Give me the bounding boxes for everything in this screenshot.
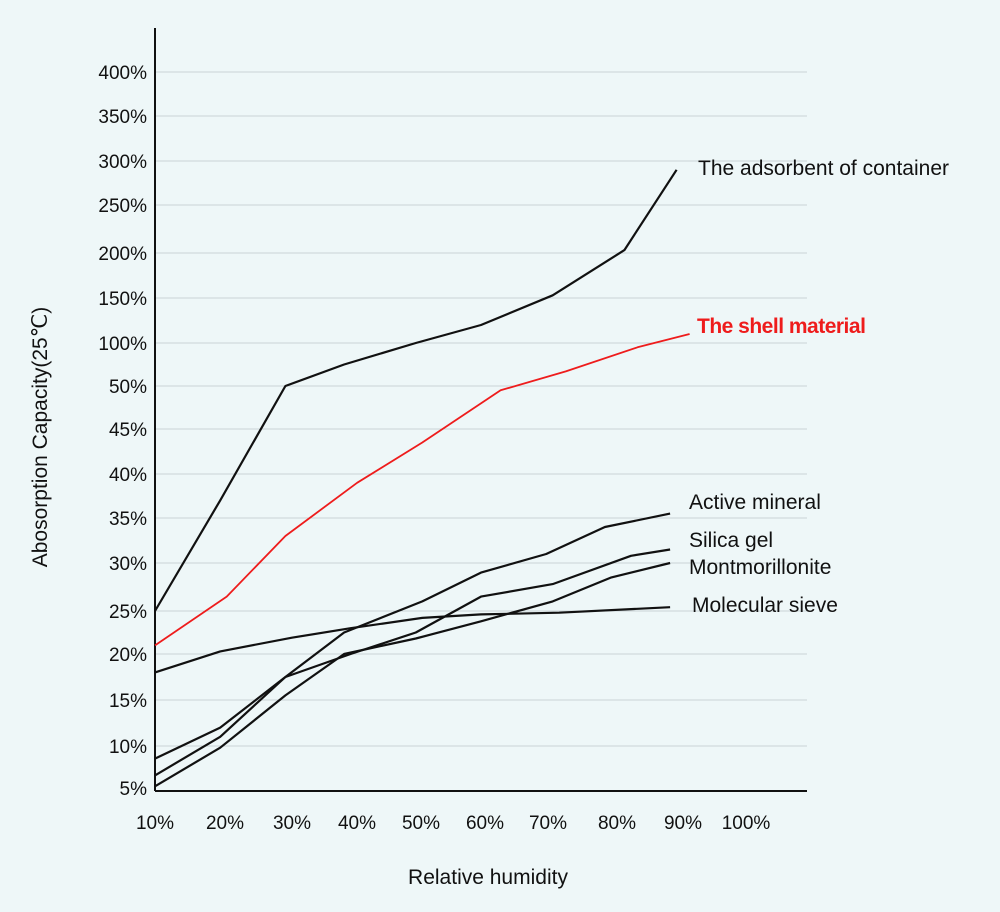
y-tick-label: 40% (109, 465, 147, 486)
x-tick-label: 90% (664, 813, 702, 834)
series-label: Silica gel (689, 529, 773, 552)
x-axis-title: Relative humidity (408, 866, 568, 889)
series-line (154, 333, 690, 647)
y-tick-label: 200% (98, 244, 147, 265)
series-label: The adsorbent of container (698, 157, 949, 180)
series-lines (154, 169, 690, 788)
y-tick-label: 25% (109, 602, 147, 623)
y-tick-label: 50% (109, 377, 147, 398)
x-tick-label: 60% (466, 813, 504, 834)
y-tick-label: 150% (98, 289, 147, 310)
y-tick-label: 300% (98, 152, 147, 173)
series-label: Molecular sieve (692, 594, 838, 617)
x-tick-label: 40% (338, 813, 376, 834)
y-tick-label: 15% (109, 691, 147, 712)
y-axis-title: Abosorption Capacity(25℃) (29, 307, 52, 568)
y-tick-label: 30% (109, 554, 147, 575)
series-line (154, 548, 671, 777)
y-tick-label: 350% (98, 107, 147, 128)
x-tick-label: 50% (402, 813, 440, 834)
y-tick-labels: 5% 10% 15% 20% 25% 30% 35% 40% 45% 50% 100% 150% 200… (98, 63, 147, 800)
x-tick-labels: 10% 20% 30% 40% 50% 60% 70% 80% 90% 100% (136, 813, 770, 834)
y-tick-label: 250% (98, 196, 147, 217)
x-tick-label: 70% (529, 813, 567, 834)
series-line (154, 606, 671, 674)
series-label: The shell material (697, 315, 865, 338)
y-tick-label: 400% (98, 63, 147, 84)
series-line (154, 169, 678, 612)
series-label: Active mineral (689, 491, 821, 514)
y-tick-label: 10% (109, 737, 147, 758)
series-label: Montmorillonite (689, 556, 831, 579)
y-tick-label: 45% (109, 420, 147, 441)
y-tick-label: 20% (109, 645, 147, 666)
x-tick-label: 80% (598, 813, 636, 834)
y-tick-label: 35% (109, 509, 147, 530)
x-tick-label: 30% (273, 813, 311, 834)
x-tick-label: 20% (206, 813, 244, 834)
axes (154, 28, 807, 792)
series-line (154, 561, 671, 788)
x-tick-label: 10% (136, 813, 174, 834)
x-tick-label: 100% (722, 813, 771, 834)
gridlines (155, 71, 807, 747)
series-labels: The adsorbent of container The shell mate… (689, 157, 949, 617)
y-tick-label: 5% (120, 779, 148, 800)
series-line (154, 512, 671, 760)
y-tick-label: 100% (98, 334, 147, 355)
